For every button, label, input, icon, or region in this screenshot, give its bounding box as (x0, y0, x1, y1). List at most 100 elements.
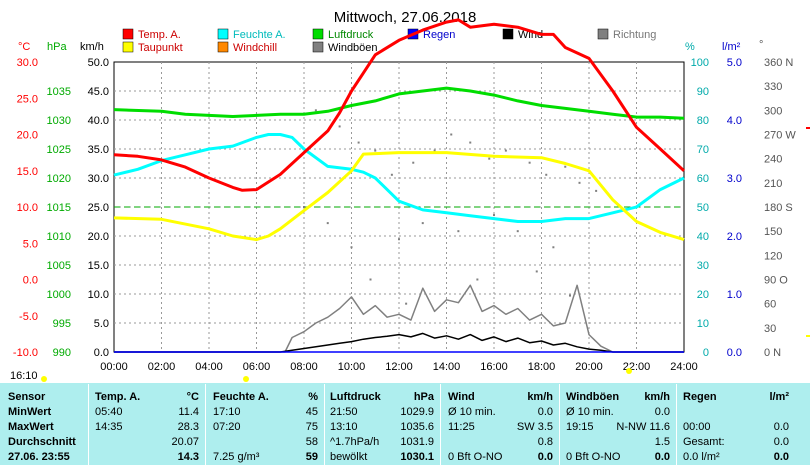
table-cell: 0 Bft O-NO (566, 451, 621, 463)
table-header-cell: % (308, 391, 318, 403)
wind-tick: 45.0 (88, 86, 109, 98)
table-header-cell: Wind (448, 391, 475, 403)
direction-tick: 0 N (764, 347, 781, 359)
chart-legend: Temp. A. Feuchte A. Luftdruck Regen Wind Rich… (122, 28, 656, 54)
current-time: 16:10 (10, 370, 38, 382)
rain-tick: 5.0 (727, 57, 742, 69)
table-cell: 0 Bft O-NO (448, 451, 503, 463)
table-cell: 0.0 (654, 406, 670, 418)
legend-swatch (122, 28, 134, 40)
table-column-separator (559, 384, 560, 465)
x-tick: 06:00 (243, 361, 271, 370)
pressure-tick: 1005 (47, 260, 71, 272)
direction-dot (338, 125, 341, 128)
table-cell: 1035.6 (400, 421, 434, 433)
temp-tick: 10.0 (17, 202, 38, 214)
series-wind-line (114, 332, 684, 353)
rain-tick: 2.0 (727, 231, 742, 243)
table-cell: 05:40 (95, 406, 123, 418)
table-header-cell: Windböen (566, 391, 620, 403)
pressure-tick: 1015 (47, 202, 71, 214)
table-cell: 0.0 (537, 451, 553, 463)
direction-dot (303, 206, 305, 208)
table-top-border (0, 382, 810, 383)
direction-dot (578, 181, 581, 184)
legend-label: Richtung (613, 29, 656, 41)
direction-tick: 330 (764, 81, 782, 93)
humidity-tick: 10 (697, 318, 709, 330)
legend-label: Luftdruck (328, 29, 374, 41)
statistics-table: Sensor Temp. A. °C Feuchte A.% Luftdruck hPa W… (0, 382, 810, 465)
legend-label: Temp. A. (138, 29, 181, 41)
table-column-separator (88, 384, 89, 465)
series-taupunkt-line (113, 151, 685, 242)
wind-tick: 30.0 (88, 173, 109, 185)
wind-tick: 40.0 (88, 115, 109, 127)
table-cell: 21:50 (330, 406, 358, 418)
rain-axis-label: l/m² (722, 41, 741, 53)
temp-axis-label: °C (18, 41, 30, 53)
table-cell: Ø 10 min. (448, 406, 496, 418)
x-tick: 02:00 (148, 361, 176, 370)
table-header-cell: hPa (413, 391, 434, 403)
x-tick: 22:00 (623, 361, 651, 370)
table-cell: 11.4 (178, 406, 199, 418)
direction-dot (476, 278, 479, 281)
direction-tick: 120 (764, 250, 782, 262)
pressure-tick: 1010 (47, 231, 71, 243)
table-cell: 11:25 (448, 421, 475, 433)
axis-units: °C hPa km/h% l/m² ° (18, 39, 763, 53)
temp-tick: 15.0 (17, 166, 38, 178)
direction-dot (433, 149, 436, 152)
table-cell: 0.0 (773, 436, 789, 448)
table-cell: 13:10 (330, 421, 358, 433)
table-cell: bewölkt (330, 451, 368, 463)
humidity-tick: 20 (697, 289, 709, 301)
temp-tick: 30.0 (17, 57, 38, 69)
humidity-tick: 40 (697, 231, 709, 243)
table-cell: 7.25 g/m³ (213, 451, 260, 463)
direction-tick: 90 O (764, 275, 788, 287)
direction-tick: 180 S (764, 202, 793, 214)
direction-tick: 60 (764, 299, 776, 311)
direction-dot (516, 230, 519, 233)
temp-tick: -5.0 (19, 311, 38, 323)
direction-tick: 300 (764, 105, 782, 117)
x-tick: 16:00 (480, 361, 508, 370)
table-column-separator (440, 384, 441, 465)
table-cell: 58 (305, 436, 318, 448)
direction-dot (398, 238, 400, 241)
legend-label: Regen (423, 29, 455, 41)
direction-tick: 360 N (764, 57, 793, 69)
table-header-cell: °C (186, 391, 199, 403)
direction-dot (595, 189, 598, 192)
temp-tick: 0.0 (23, 275, 38, 287)
table-header-cell: km/h (527, 391, 553, 403)
direction-dot (488, 157, 491, 160)
table-cell: 0.0 (537, 406, 553, 418)
wind-tick: 0.0 (94, 347, 109, 359)
rain-tick: 0.0 (727, 347, 742, 359)
x-tick: 10:00 (338, 361, 366, 370)
table-cell: 0.0 l/m² (683, 451, 720, 463)
direction-tick: 270 W (764, 130, 796, 142)
table-header-cell: Sensor (8, 391, 46, 403)
legend-label: Windchill (233, 42, 277, 54)
rain-tick: 4.0 (727, 115, 742, 127)
table-column-separator (324, 384, 325, 465)
wind-tick: 15.0 (88, 260, 109, 272)
table-cell: MinWert (8, 406, 52, 418)
wind-tick: 20.0 (88, 231, 109, 243)
wind-tick: 10.0 (88, 289, 109, 301)
series-windben-line (114, 284, 684, 353)
table-cell: 0.0 (654, 451, 670, 463)
wind-direction-marks (303, 109, 598, 305)
x-tick: 18:00 (528, 361, 556, 370)
table-cell: 14.3 (177, 451, 199, 463)
table-row: MinWert 05:40 11.4 17:10 45 21:50 1029.9 Ø 10 m… (0, 405, 810, 420)
wind-tick: 25.0 (88, 202, 109, 214)
humidity-tick: 80 (697, 115, 709, 127)
rain-tick: 1.0 (727, 289, 742, 301)
humidity-axis-label: % (685, 41, 695, 53)
direction-dot (528, 161, 531, 164)
